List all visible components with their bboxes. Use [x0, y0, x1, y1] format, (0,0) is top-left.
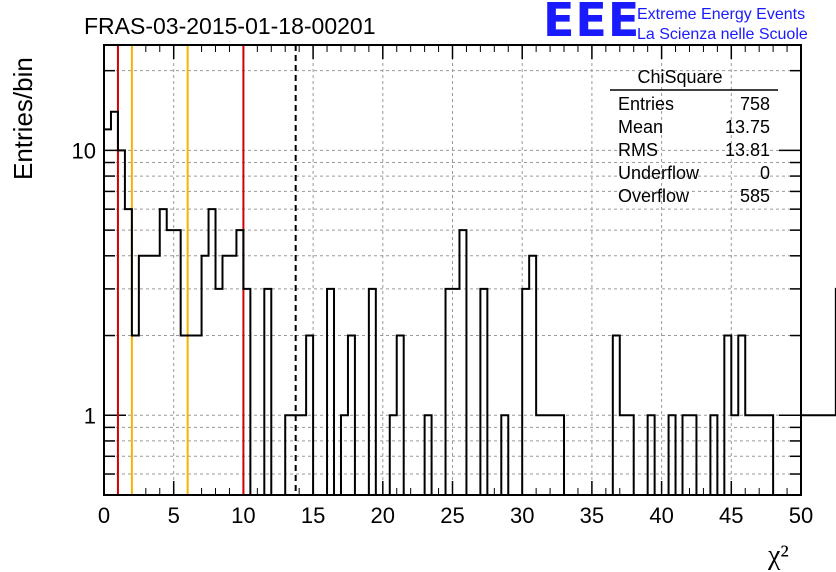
histogram-bin [236, 230, 243, 495]
plot-frame [103, 44, 802, 496]
logo-line-2: La Scienza nelle Scuole [637, 26, 808, 43]
histogram-bin [229, 256, 236, 495]
histogram-bin [453, 289, 460, 495]
histogram-bin [118, 150, 125, 495]
histogram-bin [529, 256, 536, 495]
histogram-bin [209, 209, 216, 495]
histogram-bin [243, 289, 250, 495]
logo-line-1: Extreme Energy Events [637, 6, 806, 23]
histogram-bin [216, 289, 223, 495]
x-tick-label: 50 [789, 503, 813, 528]
histogram-bin [111, 112, 118, 495]
histogram-bin [104, 129, 111, 495]
histogram-bin [160, 209, 167, 495]
histogram-bin [222, 256, 229, 495]
x-tick-label: 35 [580, 503, 604, 528]
x-tick-label: 10 [231, 503, 255, 528]
histogram-bin [139, 256, 146, 495]
histogram-bin [801, 415, 808, 495]
histogram-bin [153, 256, 160, 495]
stats-label: Underflow [618, 163, 700, 183]
stats-label: Overflow [618, 186, 690, 206]
stats-value: 13.81 [725, 140, 770, 160]
x-tick-label: 25 [440, 503, 464, 528]
x-tick-label: 30 [510, 503, 534, 528]
x-tick-label: 40 [649, 503, 673, 528]
y-tick-label: 10 [72, 138, 96, 163]
histogram-bin [446, 289, 453, 495]
eee-logo-letters: EEE [543, 0, 641, 47]
eee-logo: EEE Extreme Energy Events La Scienza nel… [543, 0, 833, 47]
stats-title: ChiSquare [637, 67, 722, 87]
y-tick-label: 1 [84, 403, 96, 428]
x-tick-label: 45 [719, 503, 743, 528]
x-tick-label: 15 [301, 503, 325, 528]
histogram-bin [369, 289, 376, 495]
histogram-bin [327, 289, 334, 495]
x-tick-label: 0 [98, 503, 110, 528]
histogram-bin [480, 289, 487, 495]
histogram-bin [808, 415, 815, 495]
histogram-bin [815, 415, 822, 495]
histogram-bin [202, 256, 209, 495]
histogram-bin [174, 230, 181, 495]
histogram-outline [104, 110, 836, 496]
y-axis-label: Entries/bin [8, 57, 38, 180]
histogram-bin [822, 415, 829, 495]
histogram-bin [125, 209, 132, 495]
stats-label: Entries [618, 94, 674, 114]
histogram-bin [459, 230, 466, 495]
histogram-bin [264, 289, 271, 495]
x-tick-label: 5 [168, 503, 180, 528]
histogram-bin [522, 289, 529, 495]
chart-title: FRAS-03-2015-01-18-00201 [84, 13, 376, 39]
stats-label: Mean [618, 117, 663, 137]
stats-value: 13.75 [725, 117, 770, 137]
stats-value: 0 [760, 163, 770, 183]
stats-value: 585 [740, 186, 770, 206]
stats-value: 758 [740, 94, 770, 114]
stats-label: RMS [618, 140, 658, 160]
histogram-bin [829, 415, 836, 495]
histogram-bin [146, 256, 153, 495]
histogram-bin [167, 230, 174, 495]
x-axis-label: χ² [767, 540, 789, 571]
x-tick-label: 20 [371, 503, 395, 528]
